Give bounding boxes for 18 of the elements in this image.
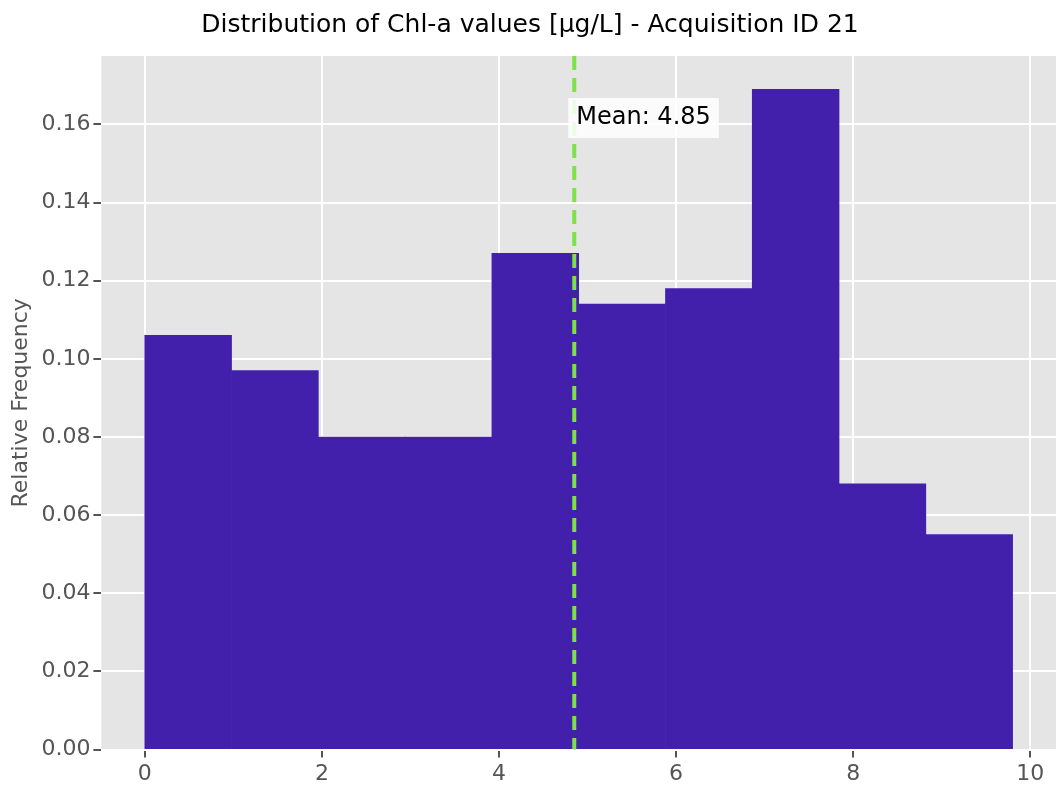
y-axis-title: Relative Frequency bbox=[6, 298, 32, 508]
y-tick-label: 0.00 bbox=[41, 735, 91, 761]
y-tick-label: 0.02 bbox=[41, 657, 91, 683]
chart-title: Distribution of Chl-a values [µg/L] - Acquisition ID 21 bbox=[201, 8, 859, 38]
x-tick-label: 8 bbox=[846, 759, 861, 785]
ref-line-label: Mean: 4.85 bbox=[576, 102, 711, 131]
y-tick-label: 0.14 bbox=[41, 188, 91, 214]
y-tick-label: 0.04 bbox=[41, 579, 91, 605]
y-tick-label: 0.10 bbox=[41, 344, 91, 370]
x-tick-label: 2 bbox=[314, 759, 329, 785]
y-tick-label: 0.08 bbox=[41, 422, 91, 448]
y-tick-label: 0.16 bbox=[41, 110, 91, 136]
x-tick-label: 4 bbox=[491, 759, 506, 785]
y-tick-label: 0.12 bbox=[41, 266, 91, 292]
x-tick-label: 10 bbox=[1016, 759, 1045, 785]
x-tick-label: 0 bbox=[137, 759, 152, 785]
y-tick-label: 0.06 bbox=[41, 500, 91, 526]
x-tick-label: 6 bbox=[669, 759, 684, 785]
